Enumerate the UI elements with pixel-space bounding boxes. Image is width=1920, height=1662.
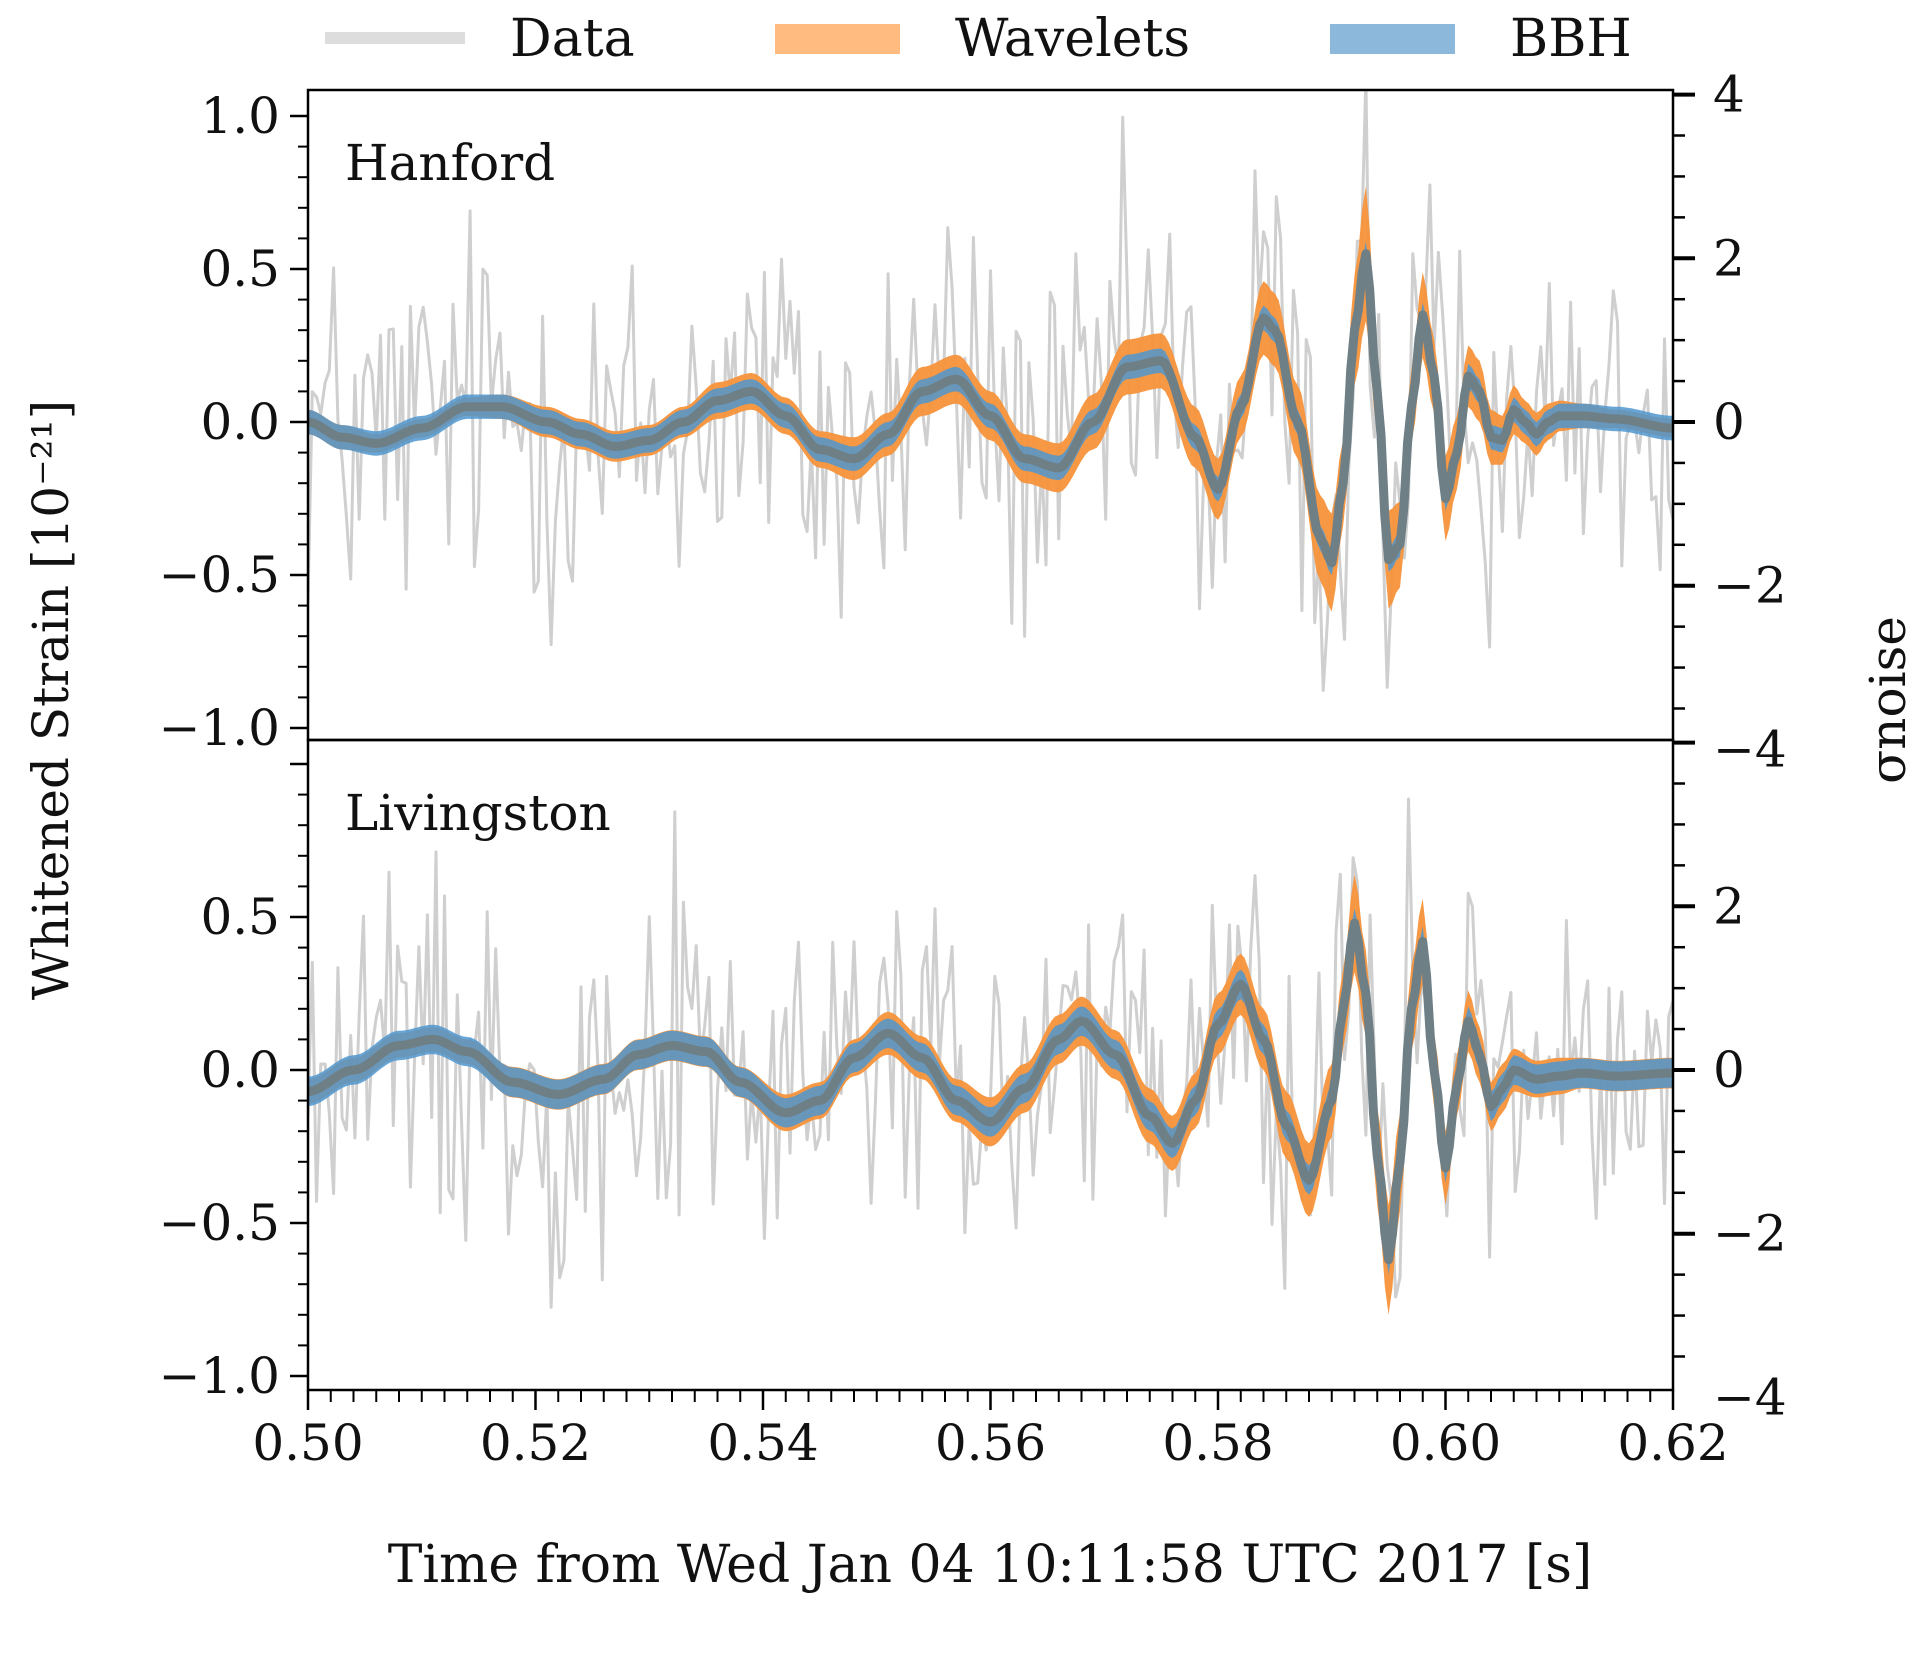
y-axis-label: Whitened Strain [10⁻²¹] [22,400,80,1000]
y-tick-label: 0.5 [200,888,280,946]
y2-tick-label: 2 [1713,229,1745,287]
y-tick-label: −1.0 [159,1347,280,1405]
legend-swatch-wavelets [775,24,900,54]
y2-axis-label: σnoise [1859,616,1917,784]
livingston-median-line [308,918,1673,1265]
y-tick-label: 0.0 [200,1041,280,1099]
hanford-label: Hanford [345,134,555,192]
x-tick-label: 0.58 [1162,1414,1273,1472]
x-tick-label: 0.52 [480,1414,591,1472]
x-tick-label: 0.56 [935,1414,1046,1472]
y2-tick-label: −2 [1713,1205,1787,1263]
x-tick-label: 0.54 [707,1414,818,1472]
y-tick-label: 0.0 [200,393,280,451]
y2-tick-label: 0 [1713,1041,1745,1099]
y2-tick-label: −4 [1713,1368,1787,1426]
y2-tick-label: −2 [1713,557,1787,615]
y-tick-label: 0.5 [200,240,280,298]
hanford-data-line [308,90,1673,692]
hanford-panel: 1.0 0.5 0.0 −0.5 −1.0 4 2 0 −2 −4 Hanford [159,66,1787,779]
y2-tick-label: −4 [1713,720,1787,778]
hanford-wavelets-band [308,186,1673,612]
hanford-median-line [308,249,1673,568]
legend-label-bbh: BBH [1510,9,1632,69]
y-tick-label: −0.5 [159,546,280,604]
y-tick-label: 1.0 [200,87,280,145]
y2-tick-label: 2 [1713,877,1745,935]
livingston-label: Livingston [345,784,611,842]
legend-label-data: Data [510,9,635,69]
x-axis-label: Time from Wed Jan 04 10:11:58 UTC 2017 [… [388,1535,1593,1595]
y-tick-label: −0.5 [159,1194,280,1252]
legend: Data Wavelets BBH [325,9,1632,69]
hanford-bbh-band [308,241,1673,575]
x-tick-label: 0.60 [1390,1414,1501,1472]
y2-tick-label: 0 [1713,393,1745,451]
x-axis: 0.50 0.52 0.54 0.56 0.58 0.60 0.62 [252,1390,1729,1472]
legend-swatch-bbh [1330,24,1455,54]
y2-tick-label: 4 [1713,66,1745,124]
livingston-panel: 0.5 0.0 −0.5 −1.0 2 0 −2 −4 Livingston [159,738,1787,1426]
x-tick-label: 0.50 [252,1414,363,1472]
x-tick-label: 0.62 [1617,1414,1728,1472]
livingston-data-line [308,797,1673,1309]
y-tick-label: −1.0 [159,699,280,757]
legend-label-wavelets: Wavelets [955,9,1190,69]
